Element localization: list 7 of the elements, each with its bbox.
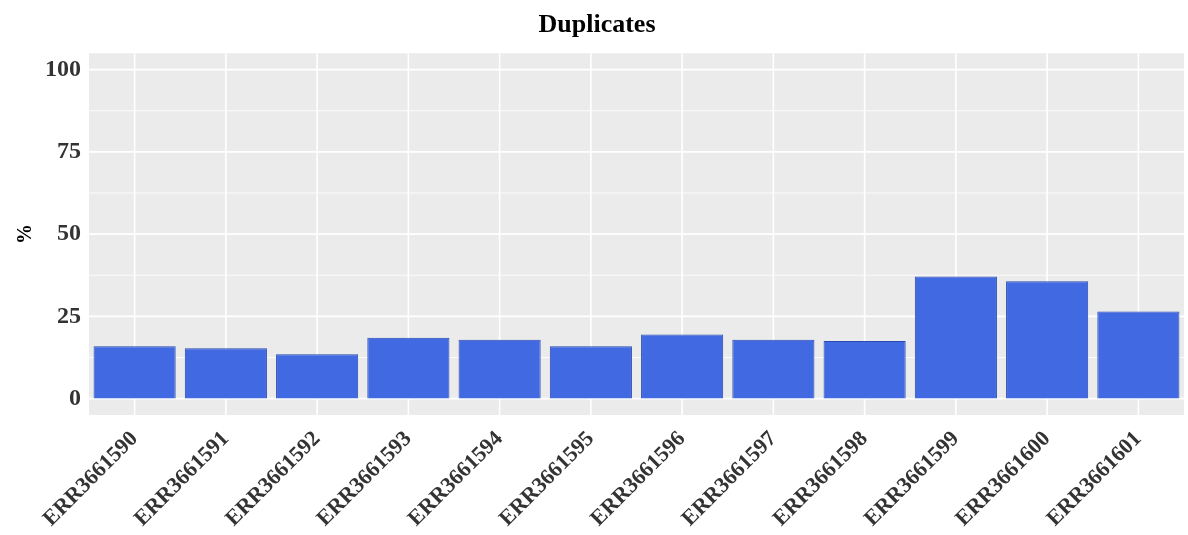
y-tick-label: 100 [45,54,81,81]
chart-title: Duplicates [538,9,656,39]
y-tick-label: 25 [57,301,81,328]
y-tick-label: 0 [69,383,81,410]
y-tick-label: 50 [57,219,81,246]
y-tick-label: 75 [57,137,81,164]
y-axis-title: % [13,224,36,245]
